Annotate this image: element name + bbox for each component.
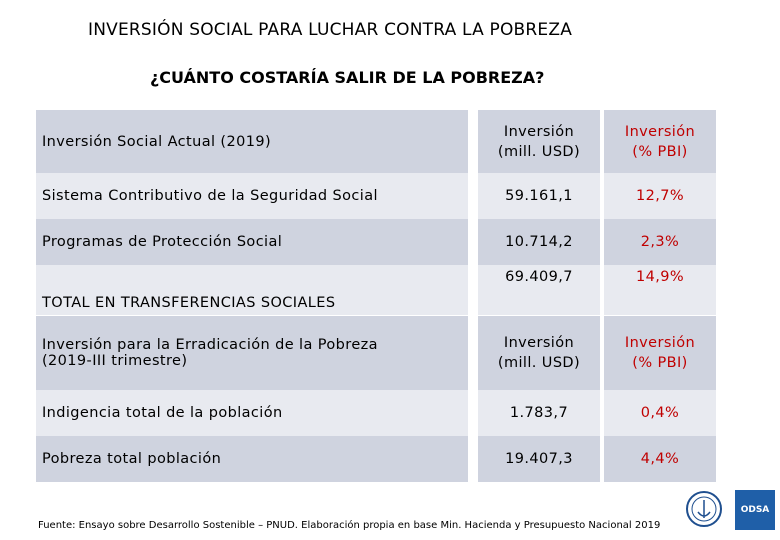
table-row: Pobreza total población 19.407,3 4,4% [36,436,716,482]
header-pct: Inversión (% PBI) [600,110,716,173]
poverty-eradication-table: Inversión para la Erradicación de la Pob… [36,316,716,482]
table-row: TOTAL EN TRANSFERENCIAS SOCIALES 69.409,… [36,265,716,315]
row-pct: 2,3% [600,219,716,265]
table-header-row: Inversión Social Actual (2019) Inversión… [36,110,716,173]
header-label: Inversión para la Erradicación de la Pob… [36,316,468,390]
header-usd: Inversión (mill. USD) [478,316,600,390]
current-investment-table: Inversión Social Actual (2019) Inversión… [36,110,716,315]
row-label: Pobreza total población [36,436,468,482]
row-usd: 69.409,7 [478,265,600,315]
row-usd: 1.783,7 [478,390,600,436]
row-usd: 59.161,1 [478,173,600,219]
university-seal-icon [686,491,722,527]
table-header-row: Inversión para la Erradicación de la Pob… [36,316,716,390]
odsa-logo: ODSA [735,490,775,530]
row-pct: 14,9% [600,265,716,315]
table-row: Sistema Contributivo de la Seguridad Soc… [36,173,716,219]
row-label: Programas de Protección Social [36,219,468,265]
row-pct: 4,4% [600,436,716,482]
source-footnote: Fuente: Ensayo sobre Desarrollo Sostenib… [38,520,661,531]
row-pct: 12,7% [600,173,716,219]
header-pct: Inversión (% PBI) [600,316,716,390]
page-subtitle: ¿CUÁNTO COSTARÍA SALIR DE LA POBREZA? [150,68,545,87]
row-label: Sistema Contributivo de la Seguridad Soc… [36,173,468,219]
row-label: TOTAL EN TRANSFERENCIAS SOCIALES [36,265,468,315]
table-row: Indigencia total de la población 1.783,7… [36,390,716,436]
row-pct: 0,4% [600,390,716,436]
row-usd: 19.407,3 [478,436,600,482]
table-row: Programas de Protección Social 10.714,2 … [36,219,716,265]
header-usd: Inversión (mill. USD) [478,110,600,173]
header-label: Inversión Social Actual (2019) [36,110,468,173]
page-title: INVERSIÓN SOCIAL PARA LUCHAR CONTRA LA P… [88,20,573,40]
row-usd: 10.714,2 [478,219,600,265]
row-label: Indigencia total de la población [36,390,468,436]
